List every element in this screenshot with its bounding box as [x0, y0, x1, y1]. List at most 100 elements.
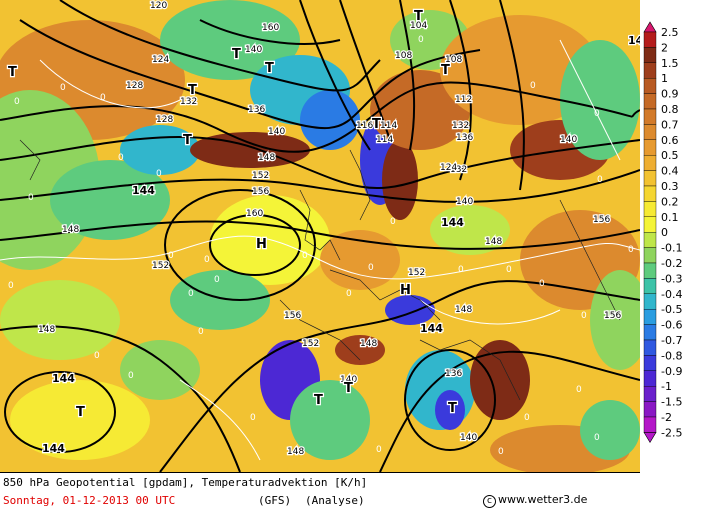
legend-swatch — [643, 386, 657, 402]
map-title: 850 hPa Geopotential [gpdam], Temperatur… — [3, 476, 368, 489]
weather-map: 120 124 128 132 160 140 136 140 148 152 156 160 144 1… — [0, 0, 640, 472]
legend-swatch — [643, 47, 657, 64]
zero-contour-label: 0 — [594, 433, 600, 443]
legend-swatch — [643, 108, 657, 125]
legend-label: -0.6 — [661, 319, 682, 332]
color-legend: 2.5 2 1.5 1 0.9 0.8 0.7 0.6 0.5 0.4 0.3 0.2 0.1 0 -0.1… — [640, 0, 704, 472]
zero-contour-label: 0 — [128, 371, 134, 381]
legend-swatch — [643, 370, 657, 387]
legend-label: 0.6 — [661, 134, 679, 147]
isohypse-label: 104 — [410, 21, 427, 31]
legend-swatch — [643, 185, 657, 202]
isohypse-label: 160 — [246, 209, 263, 219]
model-label: (GFS) — [258, 494, 292, 507]
zero-contour-label: 0 — [539, 279, 545, 289]
zero-contour-label: 0 — [214, 275, 220, 285]
isohypse-label: 152 — [408, 268, 425, 278]
high-pressure-marker: H — [256, 237, 267, 252]
map-canvas: 120 124 128 132 160 140 136 140 148 152 156 160 144 1… — [0, 0, 640, 472]
zero-contour-label: 0 — [168, 251, 174, 261]
zero-contour-label: 0 — [28, 193, 34, 203]
legend-label: 0.3 — [661, 180, 679, 193]
legend-label: 0.1 — [661, 211, 679, 224]
legend-label: 2.5 — [661, 26, 679, 39]
map-footer: 850 hPa Geopotential [gpdam], Temperatur… — [0, 472, 640, 513]
isohypse-label: 124 — [152, 55, 169, 65]
isohypse-label: 124 — [440, 163, 457, 173]
isohypse-label: 148 — [287, 447, 304, 457]
site-link[interactable]: www.wetter3.de — [498, 493, 588, 506]
zero-contour-label: 0 — [118, 153, 124, 163]
isohypse-label: 148 — [62, 225, 79, 235]
legend-scale: 2.5 2 1.5 1 0.9 0.8 0.7 0.6 0.5 0.4 0.3 0.2 0.1 0 -0.1… — [643, 21, 682, 443]
legend-swatch — [643, 339, 657, 356]
legend-label: -0.3 — [661, 272, 682, 285]
legend-label: 0.4 — [661, 165, 679, 178]
isohypse-label: 148 — [360, 339, 377, 349]
high-pressure-marker: H — [400, 283, 411, 298]
isohypse-label: 152 — [302, 339, 319, 349]
isohypse-label: 140 — [268, 127, 285, 137]
zero-contour-label: 0 — [60, 83, 66, 93]
isohypse-label: 152 — [152, 261, 169, 271]
zero-contour-label: 0 — [346, 289, 352, 299]
isohypse-label: 144 — [628, 34, 640, 47]
low-pressure-marker: T — [183, 133, 192, 148]
legend-swatch — [643, 231, 657, 248]
low-pressure-marker: T — [372, 117, 381, 132]
zero-contour-label: 0 — [594, 109, 600, 119]
legend-swatch — [643, 324, 657, 341]
isohypse-label: 156 — [604, 311, 621, 321]
zero-contour-label: 0 — [597, 175, 603, 185]
isohypse-label: 160 — [262, 23, 279, 33]
legend-label: 0.5 — [661, 149, 679, 162]
zero-contour-label: 0 — [390, 217, 396, 227]
legend-swatch — [643, 309, 657, 325]
legend-label: -0.8 — [661, 349, 682, 362]
zero-contour-label: 0 — [94, 351, 100, 361]
isohypse-label: 132 — [452, 121, 469, 131]
isohypse-label: 108 — [445, 55, 462, 65]
isohypse-label: 132 — [180, 97, 197, 107]
isohypse-label: 114 — [380, 121, 397, 131]
isohypse-label: 144 — [52, 372, 75, 385]
low-pressure-marker: T — [441, 63, 450, 78]
isohypse-label: 140 — [245, 45, 262, 55]
map-labels: 120 124 128 132 160 140 136 140 148 152 156 160 144 1… — [7, 0, 640, 458]
legend-swatch — [643, 170, 657, 187]
legend-swatch — [643, 124, 657, 141]
isohypse-label: 144 — [420, 322, 443, 335]
isohypse-label: 112 — [455, 95, 472, 105]
copyright-icon: c — [483, 495, 496, 508]
legend-label: 0 — [661, 226, 668, 239]
isohypse-label: 156 — [252, 187, 269, 197]
isohypse-label: 144 — [42, 442, 65, 455]
zero-contour-label: 0 — [156, 169, 162, 179]
low-pressure-marker: T — [314, 393, 323, 408]
legend-label: -2.5 — [661, 426, 682, 439]
legend-swatch — [643, 262, 657, 279]
isohypse-label: 140 — [460, 433, 477, 443]
low-pressure-marker: T — [448, 401, 457, 416]
legend-label: -0.1 — [661, 242, 682, 255]
isohypse-label: 144 — [132, 184, 155, 197]
legend-arrow-bottom — [643, 432, 657, 443]
zero-contour-label: 0 — [628, 245, 634, 255]
legend-label: -0.4 — [661, 288, 682, 301]
zero-contour-label: 0 — [204, 255, 210, 265]
legend-swatch — [643, 401, 657, 418]
legend-swatch — [643, 93, 657, 110]
isohypse-label: 116 — [356, 121, 373, 131]
zero-contour-label: 0 — [188, 289, 194, 299]
legend-swatch — [643, 139, 657, 156]
zero-contour-label: 0 — [524, 413, 530, 423]
isohypse-label: 140 — [456, 197, 473, 207]
run-type-label: (Analyse) — [305, 494, 365, 507]
footer-blank — [640, 472, 704, 513]
legend-swatch — [643, 154, 657, 171]
legend-swatch — [643, 416, 657, 433]
legend-label: -0.9 — [661, 365, 682, 378]
legend-arrow-top — [643, 21, 657, 33]
low-pressure-marker: T — [232, 47, 241, 62]
coastlines — [19, 139, 621, 401]
